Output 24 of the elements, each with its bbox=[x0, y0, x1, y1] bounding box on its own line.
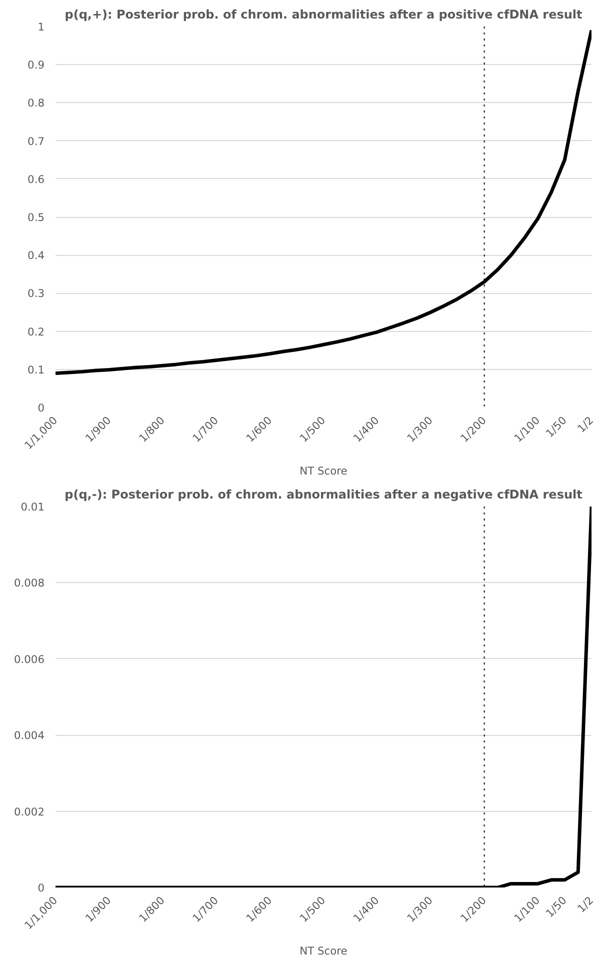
y-tick-label: 0.6 bbox=[28, 172, 45, 186]
y-tick-label: 0.9 bbox=[28, 58, 45, 72]
y-tick-label: 1 bbox=[38, 20, 44, 34]
y-tick-label: 0.006 bbox=[14, 652, 45, 666]
y-tick-label: 0.2 bbox=[28, 325, 45, 338]
x-tick-label: 1/2 bbox=[574, 414, 596, 436]
y-tick-label: 0.3 bbox=[28, 287, 45, 300]
y-tick-label: 0 bbox=[38, 882, 45, 894]
y-tick-label: 0 bbox=[38, 402, 45, 414]
y-tick-label: 0.01 bbox=[20, 500, 45, 514]
chart-title: p(q,+): Posterior prob. of chrom. abnormalities after a positive cfDNA result bbox=[64, 8, 583, 22]
y-tick-label: 0.1 bbox=[28, 363, 45, 376]
y-tick-label: 0.7 bbox=[28, 134, 45, 148]
y-tick-label: 0.5 bbox=[28, 211, 45, 224]
line-series bbox=[56, 506, 592, 888]
y-tick-label: 0.004 bbox=[14, 729, 45, 742]
y-tick-label: 0.008 bbox=[14, 576, 45, 590]
x-axis-title: NT Score bbox=[300, 944, 348, 958]
chart-title: p(q,-): Posterior prob. of chrom. abnormalities after a negative cfDNA result bbox=[64, 488, 583, 502]
y-tick-label: 0.8 bbox=[28, 96, 45, 110]
x-tick-label: 1/2 bbox=[574, 894, 596, 916]
y-tick-label: 0.002 bbox=[14, 805, 45, 818]
y-tick-label: 0.4 bbox=[28, 249, 45, 262]
x-axis-title: NT Score bbox=[300, 464, 348, 478]
